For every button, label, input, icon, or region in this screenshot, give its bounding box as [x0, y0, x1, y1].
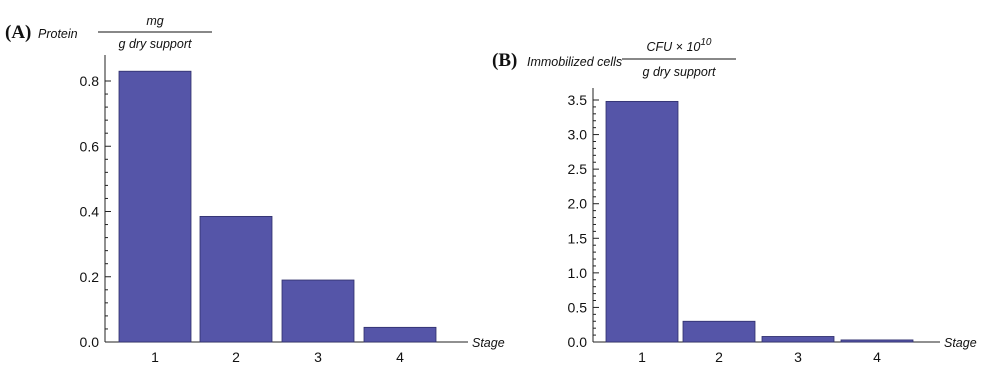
chart-panel-a: (A) Protein mg g dry support 0.00.20.40.…: [5, 14, 505, 365]
x-tick-label: 4: [873, 349, 881, 365]
panel-b-ylabel-numerator-exponent: 10: [700, 37, 712, 48]
y-tick-label: 0.6: [80, 138, 100, 154]
bar-stage-3: [281, 279, 355, 343]
panel-a-y-ticks: 0.0 0.2 0.4 0.6 0.8: [80, 73, 111, 350]
panel-b-xlabel: Stage: [944, 336, 977, 350]
bar-stage-1: [605, 100, 679, 343]
bar-stage-3: [761, 336, 835, 343]
x-tick-label: 4: [396, 349, 404, 365]
bar-stage-4: [840, 339, 914, 343]
panel-b-ylabel-denominator: g dry support: [643, 65, 716, 79]
y-tick-label: 1.0: [568, 265, 588, 281]
panel-b-ylabel-numerator-base: CFU × 10: [647, 40, 701, 54]
y-tick-label: 0.8: [80, 73, 100, 89]
bar-stage-2: [682, 320, 756, 343]
panel-b-ylabel: Immobilized cells: [527, 55, 622, 69]
panel-b-letter: (B): [492, 50, 517, 71]
y-tick-label: 0.0: [80, 334, 100, 350]
y-tick-label: 3.5: [568, 92, 588, 108]
y-tick-label: 0.0: [568, 334, 588, 350]
y-tick-label: 3.0: [568, 127, 588, 143]
x-tick-label: 3: [794, 349, 802, 365]
panel-b-bars: [605, 100, 914, 343]
panel-a-ylabel-numerator: mg: [146, 14, 163, 28]
y-tick-label: 0.2: [80, 269, 100, 285]
bar-stage-1: [118, 70, 192, 343]
panel-a-ylabel: Protein: [38, 27, 78, 41]
x-tick-label: 1: [638, 349, 646, 365]
x-tick-label: 3: [314, 349, 322, 365]
x-tick-label: 1: [151, 349, 159, 365]
panel-a-bars: [118, 70, 437, 343]
x-tick-label: 2: [715, 349, 723, 365]
panel-b-x-ticks: 1 2 3 4: [638, 349, 881, 365]
panel-a-xlabel: Stage: [472, 336, 505, 350]
y-tick-label: 0.4: [80, 204, 100, 220]
panel-b-ylabel-numerator: CFU × 1010: [647, 37, 712, 54]
x-tick-label: 2: [232, 349, 240, 365]
panel-b-y-ticks: 0.0 0.5 1.0 1.5 2.0 2.5 3.0 3.5: [568, 92, 599, 350]
y-tick-label: 2.0: [568, 196, 588, 212]
chart-panel-b: (B) Immobilized cells CFU × 1010 g dry s…: [492, 37, 977, 365]
bar-stage-2: [199, 215, 273, 343]
panel-a-x-ticks: 1 2 3 4: [151, 349, 404, 365]
bar-stage-4: [363, 326, 437, 343]
y-tick-label: 2.5: [568, 161, 588, 177]
panel-a-letter: (A): [5, 22, 31, 43]
y-tick-label: 1.5: [568, 230, 588, 246]
y-tick-label: 0.5: [568, 299, 588, 315]
panel-a-ylabel-denominator: g dry support: [119, 37, 192, 51]
